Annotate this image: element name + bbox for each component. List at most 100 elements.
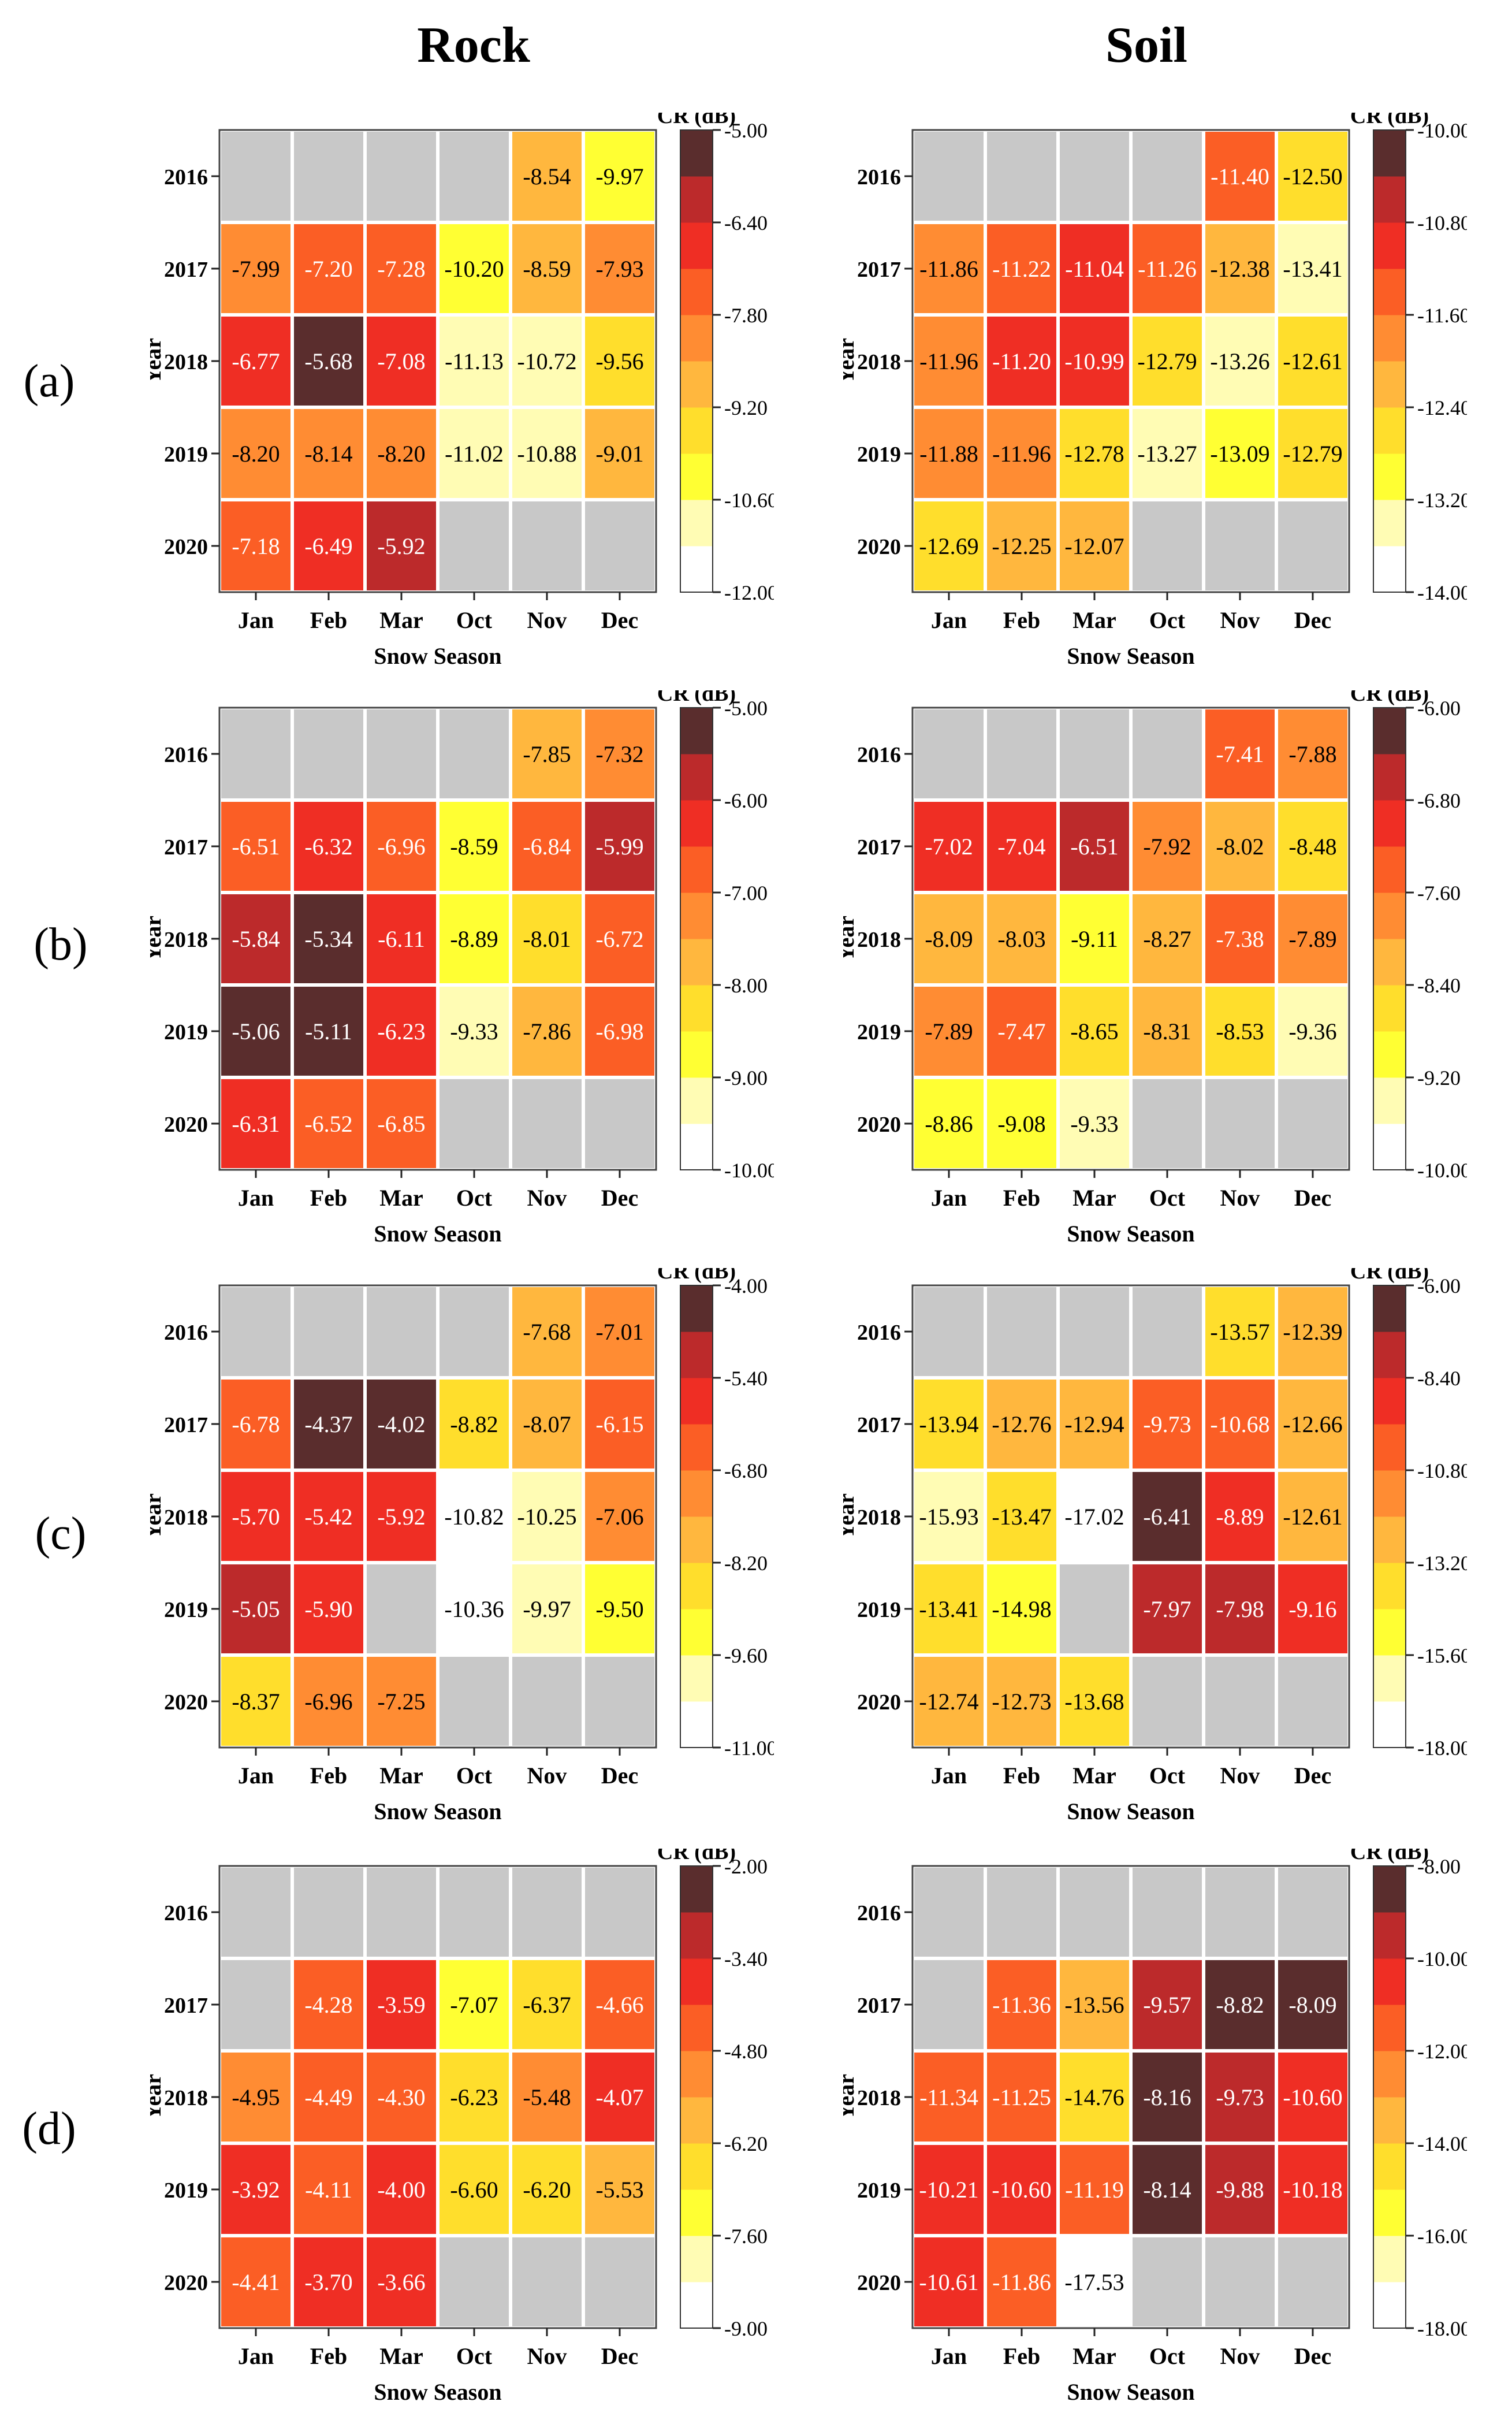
heatmap-cell bbox=[987, 1657, 1056, 1746]
heatmap-cell bbox=[1060, 224, 1129, 313]
x-tick-label: Mar bbox=[1072, 1185, 1116, 1211]
heatmap-cell bbox=[294, 1657, 363, 1746]
colorbar-title: CR (dB) bbox=[657, 1268, 736, 1284]
colorbar-segment bbox=[680, 708, 713, 754]
cell-value-label: -12.25 bbox=[992, 533, 1051, 559]
heatmap-cell bbox=[1205, 224, 1275, 313]
heatmap-cell bbox=[367, 1960, 436, 2049]
cell-value-label: -13.41 bbox=[1283, 256, 1342, 282]
colorbar-segment bbox=[680, 2051, 713, 2098]
colorbar-tick-label: -8.40 bbox=[1417, 1367, 1461, 1390]
y-tick-label: 2020 bbox=[164, 535, 208, 559]
x-tick-label: Mar bbox=[1072, 607, 1116, 633]
cell-value-label: -11.34 bbox=[919, 2084, 978, 2110]
colorbar-segment bbox=[1373, 130, 1406, 177]
heatmap-cell bbox=[367, 709, 436, 798]
cell-value-label: -7.25 bbox=[377, 1689, 425, 1715]
colorbar-segment bbox=[680, 1124, 713, 1170]
cell-value-label: -4.02 bbox=[377, 1411, 425, 1437]
heatmap-cell bbox=[585, 1960, 654, 2049]
colorbar-segment bbox=[1373, 453, 1406, 500]
cell-value-label: -10.61 bbox=[919, 2269, 978, 2295]
heatmap-cell bbox=[1133, 501, 1202, 590]
colorbar-segment bbox=[1373, 1866, 1406, 1913]
cell-value-label: -12.07 bbox=[1064, 533, 1124, 559]
heatmap-cell bbox=[294, 1868, 363, 1957]
colorbar-tick-label: -15.60 bbox=[1417, 1644, 1467, 1667]
colorbar-title: CR (dB) bbox=[657, 690, 736, 706]
cell-value-label: -4.37 bbox=[304, 1411, 352, 1437]
heatmap-a-soil: -11.40 -12.50 -11.86 -11.22 -11.04 -11.26 -12.… bbox=[843, 113, 1467, 669]
heatmap-cell bbox=[1060, 1868, 1129, 1957]
colorbar-segment bbox=[1373, 893, 1406, 939]
y-axis-label: Year bbox=[150, 338, 166, 384]
cell-value-label: -7.20 bbox=[304, 256, 352, 282]
heatmap-cell bbox=[1205, 1657, 1275, 1746]
heatmap-cell bbox=[367, 802, 436, 891]
cell-value-label: -14.98 bbox=[992, 1596, 1051, 1622]
colorbar-frame bbox=[1373, 1865, 1406, 2329]
heatmap-cell bbox=[1205, 2053, 1275, 2142]
cell-value-label: -9.01 bbox=[595, 441, 643, 467]
heatmap-cell bbox=[440, 224, 509, 313]
colorbar-segment bbox=[1373, 985, 1406, 1032]
row-label-a: (a) bbox=[23, 356, 75, 407]
colorbar-tick-label: -6.20 bbox=[724, 2132, 768, 2155]
y-tick-label: 2020 bbox=[857, 1113, 901, 1137]
colorbar-segment bbox=[1373, 315, 1406, 362]
colorbar-segment bbox=[680, 1516, 713, 1563]
x-tick-label: Dec bbox=[1294, 1185, 1331, 1211]
heatmap-cell bbox=[440, 894, 509, 983]
cell-value-label: -13.68 bbox=[1064, 1689, 1124, 1715]
x-tick-label: Jan bbox=[238, 1185, 274, 1211]
cell-value-label: -9.56 bbox=[595, 348, 643, 374]
y-axis-label: Year bbox=[150, 916, 166, 962]
heatmap-cell bbox=[987, 317, 1056, 406]
heatmap-cell bbox=[1133, 1079, 1202, 1168]
heatmap-cell bbox=[1133, 132, 1202, 221]
cell-value-label: -12.61 bbox=[1283, 348, 1342, 374]
heatmap-cell bbox=[585, 317, 654, 406]
heatmap-cell bbox=[1205, 409, 1275, 498]
heatmap-cell bbox=[914, 1380, 984, 1468]
cell-value-label: -11.40 bbox=[1211, 163, 1269, 189]
y-tick-label: 2018 bbox=[164, 2086, 208, 2110]
colorbar-tick-label: -9.00 bbox=[724, 2317, 768, 2340]
heatmap-cell bbox=[914, 317, 984, 406]
heatmap-cell bbox=[1205, 1079, 1275, 1168]
cell-value-label: -11.26 bbox=[1138, 256, 1197, 282]
x-tick-label: Dec bbox=[601, 607, 638, 633]
cell-value-label: -7.07 bbox=[450, 1992, 498, 2018]
cell-value-label: -17.02 bbox=[1064, 1504, 1124, 1530]
colorbar-segment bbox=[1373, 1563, 1406, 1609]
cell-value-label: -12.78 bbox=[1064, 441, 1124, 467]
y-tick-label: 2018 bbox=[857, 928, 901, 952]
y-tick-label: 2019 bbox=[164, 443, 208, 467]
cell-value-label: -4.95 bbox=[232, 2084, 280, 2110]
cell-value-label: -12.66 bbox=[1283, 1411, 1342, 1437]
cell-value-label: -7.89 bbox=[1288, 926, 1336, 952]
y-tick-label: 2016 bbox=[857, 165, 901, 189]
cell-value-label: -14.76 bbox=[1064, 2084, 1124, 2110]
cell-value-label: -10.60 bbox=[1283, 2084, 1342, 2110]
colorbar-tick-label: -9.00 bbox=[724, 1066, 768, 1090]
y-tick-label: 2016 bbox=[164, 1321, 208, 1345]
y-tick-label: 2018 bbox=[857, 350, 901, 374]
y-tick-label: 2016 bbox=[164, 165, 208, 189]
colorbar-title: CR (dB) bbox=[657, 113, 736, 128]
cell-value-label: -10.72 bbox=[517, 348, 576, 374]
heatmap-cell bbox=[221, 1079, 291, 1168]
heatmap-cell bbox=[1278, 802, 1347, 891]
y-tick-label: 2018 bbox=[857, 2086, 901, 2110]
cell-value-label: -7.88 bbox=[1288, 741, 1336, 767]
colorbar-segment bbox=[680, 754, 713, 801]
heatmap-cell bbox=[1278, 1564, 1347, 1653]
colorbar-segment bbox=[680, 546, 713, 593]
colorbar-tick-label: -2.00 bbox=[724, 1855, 768, 1878]
heatmap-cell bbox=[294, 1564, 363, 1653]
heatmap-cell bbox=[1278, 1960, 1347, 2049]
heatmap-cell bbox=[1205, 132, 1275, 221]
colorbar-segment bbox=[1373, 269, 1406, 315]
colorbar-segment bbox=[680, 1378, 713, 1425]
heatmap-cell bbox=[1278, 709, 1347, 798]
